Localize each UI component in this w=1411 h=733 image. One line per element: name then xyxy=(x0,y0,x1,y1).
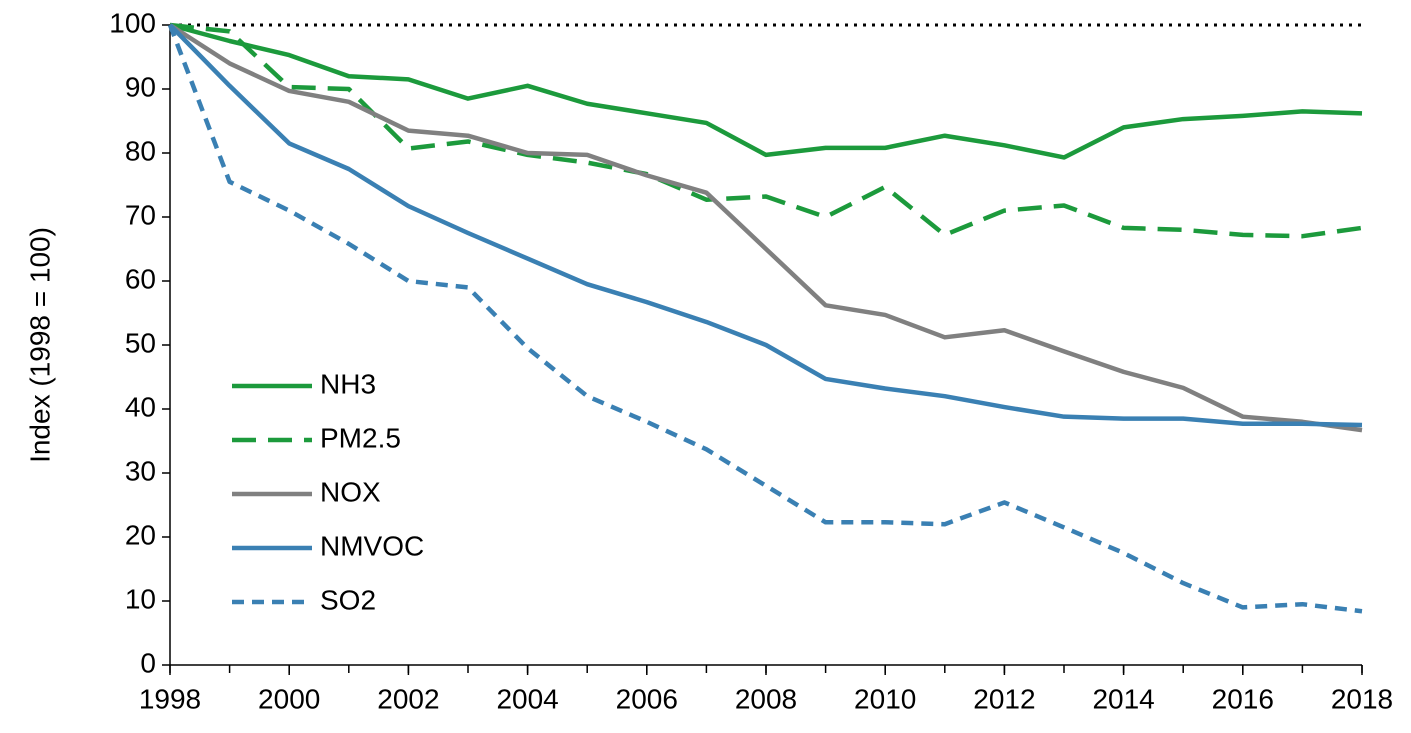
series-line xyxy=(169,22,1363,239)
legend-label: NOX xyxy=(320,476,381,507)
x-tick-label: 2000 xyxy=(258,683,320,714)
x-tick-label: 2010 xyxy=(854,683,916,714)
legend-label: SO2 xyxy=(320,584,376,615)
y-tick-label: 30 xyxy=(125,455,156,486)
x-tick-label: 2002 xyxy=(377,683,439,714)
x-tick-label: 2014 xyxy=(1092,683,1154,714)
y-tick-label: 60 xyxy=(125,263,156,294)
legend-label: NMVOC xyxy=(320,530,424,561)
series-line xyxy=(168,23,1363,433)
y-tick-label: 80 xyxy=(125,135,156,166)
y-tick-label: 50 xyxy=(125,327,156,358)
x-tick-label: 2018 xyxy=(1331,683,1393,714)
x-tick-label: 2012 xyxy=(973,683,1035,714)
y-axis-label: Index (1998 = 100) xyxy=(24,227,55,463)
y-tick-label: 40 xyxy=(125,391,156,422)
legend-label: NH3 xyxy=(320,368,376,399)
y-tick-label: 20 xyxy=(125,519,156,550)
y-tick-label: 90 xyxy=(125,71,156,102)
series-line xyxy=(167,24,1363,614)
x-tick-label: 1998 xyxy=(139,683,201,714)
series-line xyxy=(168,23,1363,428)
y-tick-label: 0 xyxy=(140,647,156,678)
x-tick-label: 2004 xyxy=(496,683,558,714)
x-tick-label: 2006 xyxy=(616,683,678,714)
y-tick-label: 70 xyxy=(125,199,156,230)
series-line xyxy=(169,22,1363,160)
legend-label: PM2.5 xyxy=(320,422,401,453)
y-tick-label: 10 xyxy=(125,583,156,614)
y-tick-label: 100 xyxy=(109,7,156,38)
x-tick-label: 2016 xyxy=(1212,683,1274,714)
x-tick-label: 2008 xyxy=(735,683,797,714)
